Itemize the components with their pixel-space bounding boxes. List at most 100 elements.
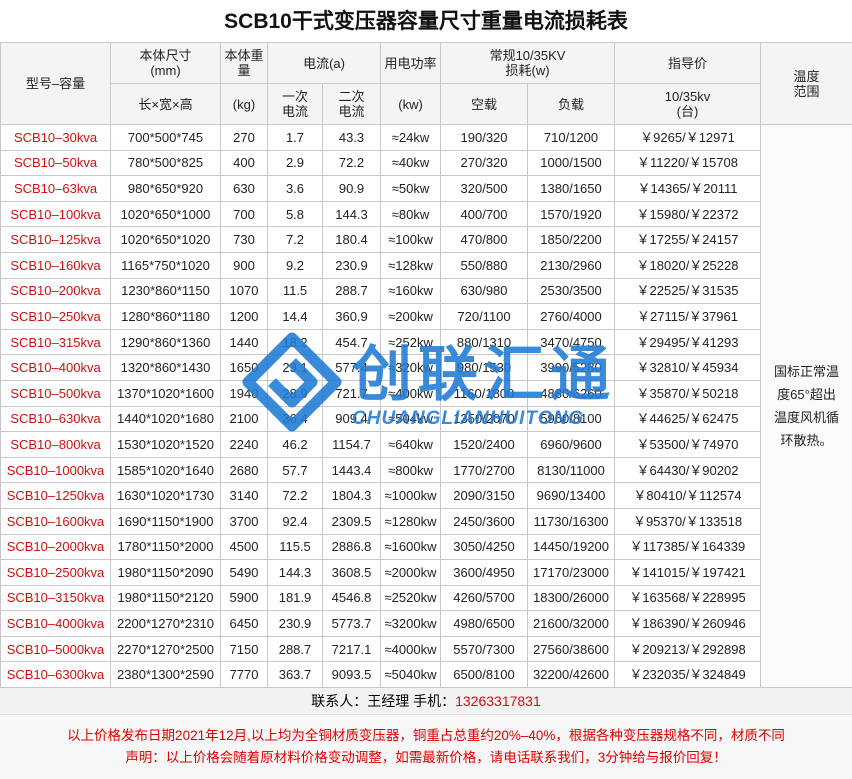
table-row: SCB10–2500kva 1980*1150*2090 5490 144.3 3608… — [0, 559, 852, 586]
table-cell: 980*650*920 — [110, 175, 221, 202]
header-cell: 指导价 — [614, 42, 762, 84]
table-cell: ≈2520kw — [380, 584, 442, 612]
table-cell: 6960/9600 — [527, 431, 616, 458]
table-cell: 5.8 — [267, 200, 323, 228]
header-cell: 一次电流 — [267, 83, 323, 125]
table-cell: SCB10–5000kva — [0, 635, 111, 663]
table-cell: 1850/2200 — [527, 226, 616, 253]
header-cell: 常规10/35KV 损耗(w) — [440, 42, 616, 84]
table-cell: 27560/38600 — [527, 635, 616, 663]
table-cell: 550/880 — [440, 251, 529, 279]
header-cell: 本体尺寸 (mm) — [110, 42, 221, 84]
header-cell: (kg) — [220, 83, 268, 125]
table-row: SCB10–50kva 780*500*825 400 2.9 72.2 ≈40kw 270… — [0, 149, 852, 177]
table-cell: 1200 — [220, 303, 268, 330]
table-cell: ￥9265/￥12971 — [614, 124, 762, 151]
table-cell: SCB10–3150kva — [0, 584, 111, 612]
table-cell: 1070 — [220, 277, 268, 305]
table-cell: ￥18020/￥25228 — [614, 251, 762, 279]
table-cell: 1980*1150*2090 — [110, 559, 221, 586]
table-cell: 721.7 — [321, 379, 382, 407]
table-cell: 8130/11000 — [527, 456, 616, 484]
table-cell: 14.4 — [267, 303, 323, 330]
table-cell: 7770 — [220, 661, 268, 689]
table-cell: 320/500 — [440, 175, 529, 202]
table-row: SCB10–500kva 1370*1020*1600 1940 28.9 721.7 ≈… — [0, 379, 852, 407]
table-cell: 980/1530 — [440, 354, 529, 381]
table-cell: 92.4 — [267, 507, 323, 535]
table-row: SCB10–4000kva 2200*1270*2310 6450 230.9 5773… — [0, 610, 852, 637]
table-cell: ￥27115/￥37961 — [614, 303, 762, 330]
table-cell: SCB10–250kva — [0, 303, 111, 330]
table-cell: 72.2 — [267, 482, 323, 509]
table-cell: 3600/4950 — [440, 559, 529, 586]
table-row: SCB10–63kva 980*650*920 630 3.6 90.9 ≈50kw 320… — [0, 175, 852, 202]
table-cell: ≈5040kw — [380, 661, 442, 689]
table-cell: ≈800kw — [380, 456, 442, 484]
contact-bar: 联系人：王经理 手机：13263317831 — [0, 688, 852, 716]
table-cell: 1440*1020*1680 — [110, 405, 221, 433]
table-row: SCB10–2000kva 1780*1150*2000 4500 115.5 2886… — [0, 533, 852, 561]
table-cell: 1690*1150*1900 — [110, 507, 221, 535]
table-cell: 90.9 — [321, 175, 382, 202]
table-body: SCB10–30kva 700*500*745 270 1.7 43.3 ≈24kw 190… — [0, 123, 852, 689]
table-row: SCB10–250kva 1280*860*1180 1200 14.4 360.9 ≈2… — [0, 303, 852, 330]
table-cell: ≈80kw — [380, 200, 442, 228]
table-cell: ￥232035/￥324849 — [614, 661, 762, 689]
header-cell: 本体重量 — [220, 42, 268, 84]
table-row: SCB10–200kva 1230*860*1150 1070 11.5 288.7 ≈1… — [0, 277, 852, 305]
table-cell: 630 — [220, 175, 268, 202]
table-row: SCB10–3150kva 1980*1150*2120 5900 181.9 4546… — [0, 584, 852, 612]
table-cell: ≈640kw — [380, 431, 442, 458]
table-cell: 710/1200 — [527, 124, 616, 151]
table-cell: SCB10–1000kva — [0, 456, 111, 484]
table-cell: 230.9 — [321, 251, 382, 279]
header-cell: 10/35kv (台) — [614, 83, 762, 125]
table-cell: SCB10–2500kva — [0, 559, 111, 586]
table-cell: ￥17255/￥24157 — [614, 226, 762, 253]
table-cell: 5773.7 — [321, 610, 382, 637]
table-cell: SCB10–6300kva — [0, 661, 111, 689]
table-cell: 577.4 — [321, 354, 382, 381]
table-cell: 1630*1020*1730 — [110, 482, 221, 509]
table-cell: 3050/4250 — [440, 533, 529, 561]
table-cell: 2200*1270*2310 — [110, 610, 221, 637]
table-row: SCB10–6300kva 2380*1300*2590 7770 363.7 9093… — [0, 661, 852, 689]
table-cell: SCB10–30kva — [0, 124, 111, 151]
table-cell: 11.5 — [267, 277, 323, 305]
table-cell: ￥95370/￥133518 — [614, 507, 762, 535]
table-cell: SCB10–63kva — [0, 175, 111, 202]
table-cell: 1165*750*1020 — [110, 251, 221, 279]
header-cell: 负载 — [527, 83, 616, 125]
table-cell: SCB10–200kva — [0, 277, 111, 305]
table-row: SCB10–315kva 1290*860*1360 1440 18.2 454.7 ≈2… — [0, 328, 852, 356]
table-cell: 21600/32000 — [527, 610, 616, 637]
header-cell: 空载 — [440, 83, 529, 125]
table-cell: 630/980 — [440, 277, 529, 305]
table-cell: 400/700 — [440, 200, 529, 228]
table-cell: 5490 — [220, 559, 268, 586]
table-cell: 4260/5700 — [440, 584, 529, 612]
table-cell: 180.4 — [321, 226, 382, 253]
table-cell: 2130/2960 — [527, 251, 616, 279]
table-cell: 1020*650*1020 — [110, 226, 221, 253]
table-cell: ￥29495/￥41293 — [614, 328, 762, 356]
table-cell: 700 — [220, 200, 268, 228]
table-cell: 2760/4000 — [527, 303, 616, 330]
table-cell: 2886.8 — [321, 533, 382, 561]
phone: 13263317831 — [455, 693, 541, 710]
table-cell: 5570/7300 — [440, 635, 529, 663]
table-cell: ≈252kw — [380, 328, 442, 356]
table-cell: SCB10–315kva — [0, 328, 111, 356]
table-cell: 28.9 — [267, 379, 323, 407]
table-cell: 2270*1270*2500 — [110, 635, 221, 663]
table-cell: ≈40kw — [380, 149, 442, 177]
table-cell: 6500/8100 — [440, 661, 529, 689]
table-cell: SCB10–1250kva — [0, 482, 111, 509]
table-cell: 900 — [220, 251, 268, 279]
table-cell: 880/1310 — [440, 328, 529, 356]
table-cell: 190/320 — [440, 124, 529, 151]
table-cell: ≈320kw — [380, 354, 442, 381]
table-cell: SCB10–160kva — [0, 251, 111, 279]
